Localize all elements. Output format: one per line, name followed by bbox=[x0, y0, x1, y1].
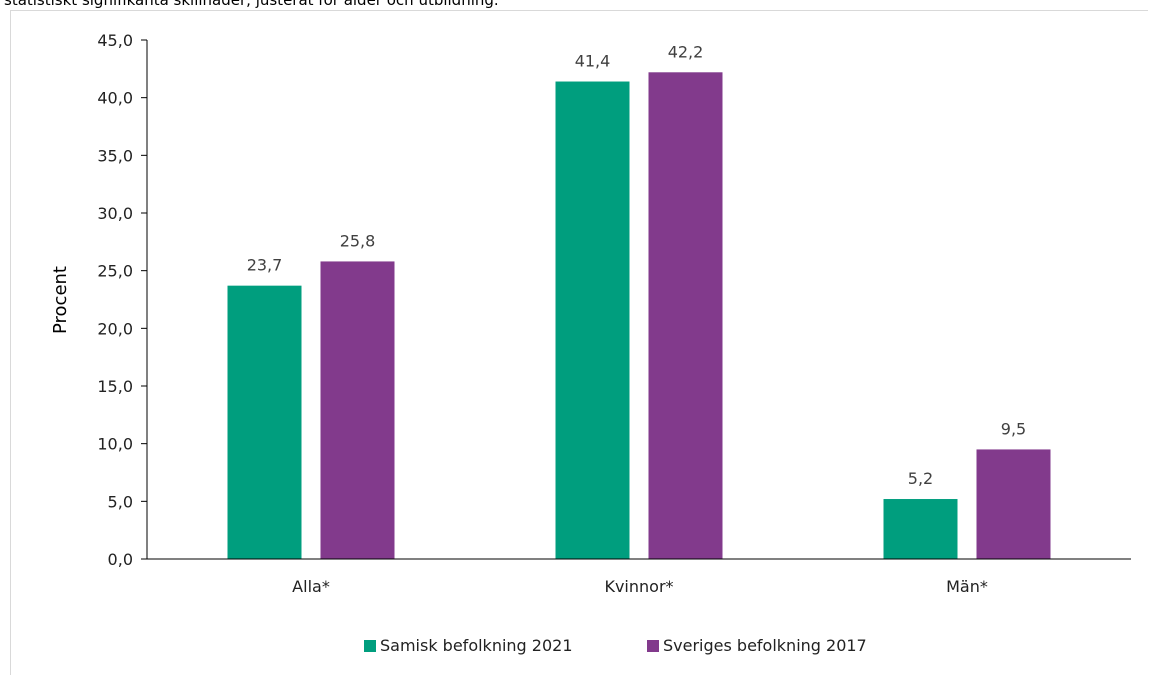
y-axis-label: Procent bbox=[50, 266, 71, 334]
y-tick-label: 40,0 bbox=[97, 89, 133, 108]
y-tick-label: 30,0 bbox=[97, 204, 133, 223]
bar-alla-series-0 bbox=[227, 285, 302, 559]
x-category-label: Alla* bbox=[292, 577, 330, 596]
legend-label-1: Sveriges befolkning 2017 bbox=[663, 636, 867, 655]
legend-label-0: Samisk befolkning 2021 bbox=[380, 636, 573, 655]
bar-kvinnor-series-1 bbox=[648, 72, 723, 559]
x-axis-category-labels: Alla* Kvinnor* Män* bbox=[292, 577, 988, 596]
x-category-label: Män* bbox=[946, 577, 988, 596]
y-tick-label: 25,0 bbox=[97, 262, 133, 281]
caption-fragment: statistiskt signifikanta skillnader, jus… bbox=[4, 0, 499, 9]
legend-swatch-0 bbox=[364, 640, 376, 652]
data-label: 25,8 bbox=[340, 231, 376, 250]
bar-alla-series-1 bbox=[320, 261, 395, 559]
y-tick-label: 10,0 bbox=[97, 435, 133, 454]
data-label: 9,5 bbox=[1001, 419, 1026, 438]
y-tick-label: 20,0 bbox=[97, 319, 133, 338]
data-label: 41,4 bbox=[575, 52, 611, 71]
legend: Samisk befolkning 2021 Sveriges befolknin… bbox=[364, 636, 867, 655]
data-labels: 23,7 25,8 41,4 42,2 5,2 9,5 bbox=[247, 42, 1027, 488]
data-label: 42,2 bbox=[668, 42, 704, 61]
y-tick-label: 45,0 bbox=[97, 31, 133, 50]
y-tick-label: 35,0 bbox=[97, 146, 133, 165]
bar-män-series-1 bbox=[976, 449, 1051, 559]
chart-frame bbox=[10, 10, 1148, 675]
data-label: 23,7 bbox=[247, 256, 283, 275]
y-tick-label: 15,0 bbox=[97, 377, 133, 396]
bars bbox=[227, 72, 1051, 560]
y-tick-label: 0,0 bbox=[108, 550, 133, 569]
y-axis-ticks: 0,0 5,0 10,0 15,0 20,0 25,0 30,0 35,0 40,0 45,0 bbox=[97, 31, 147, 569]
y-tick-label: 5,0 bbox=[108, 492, 133, 511]
x-category-label: Kvinnor* bbox=[604, 577, 673, 596]
bar-kvinnor-series-0 bbox=[555, 81, 630, 560]
legend-swatch-1 bbox=[647, 640, 659, 652]
data-label: 5,2 bbox=[908, 469, 933, 488]
bar-män-series-0 bbox=[883, 499, 958, 559]
